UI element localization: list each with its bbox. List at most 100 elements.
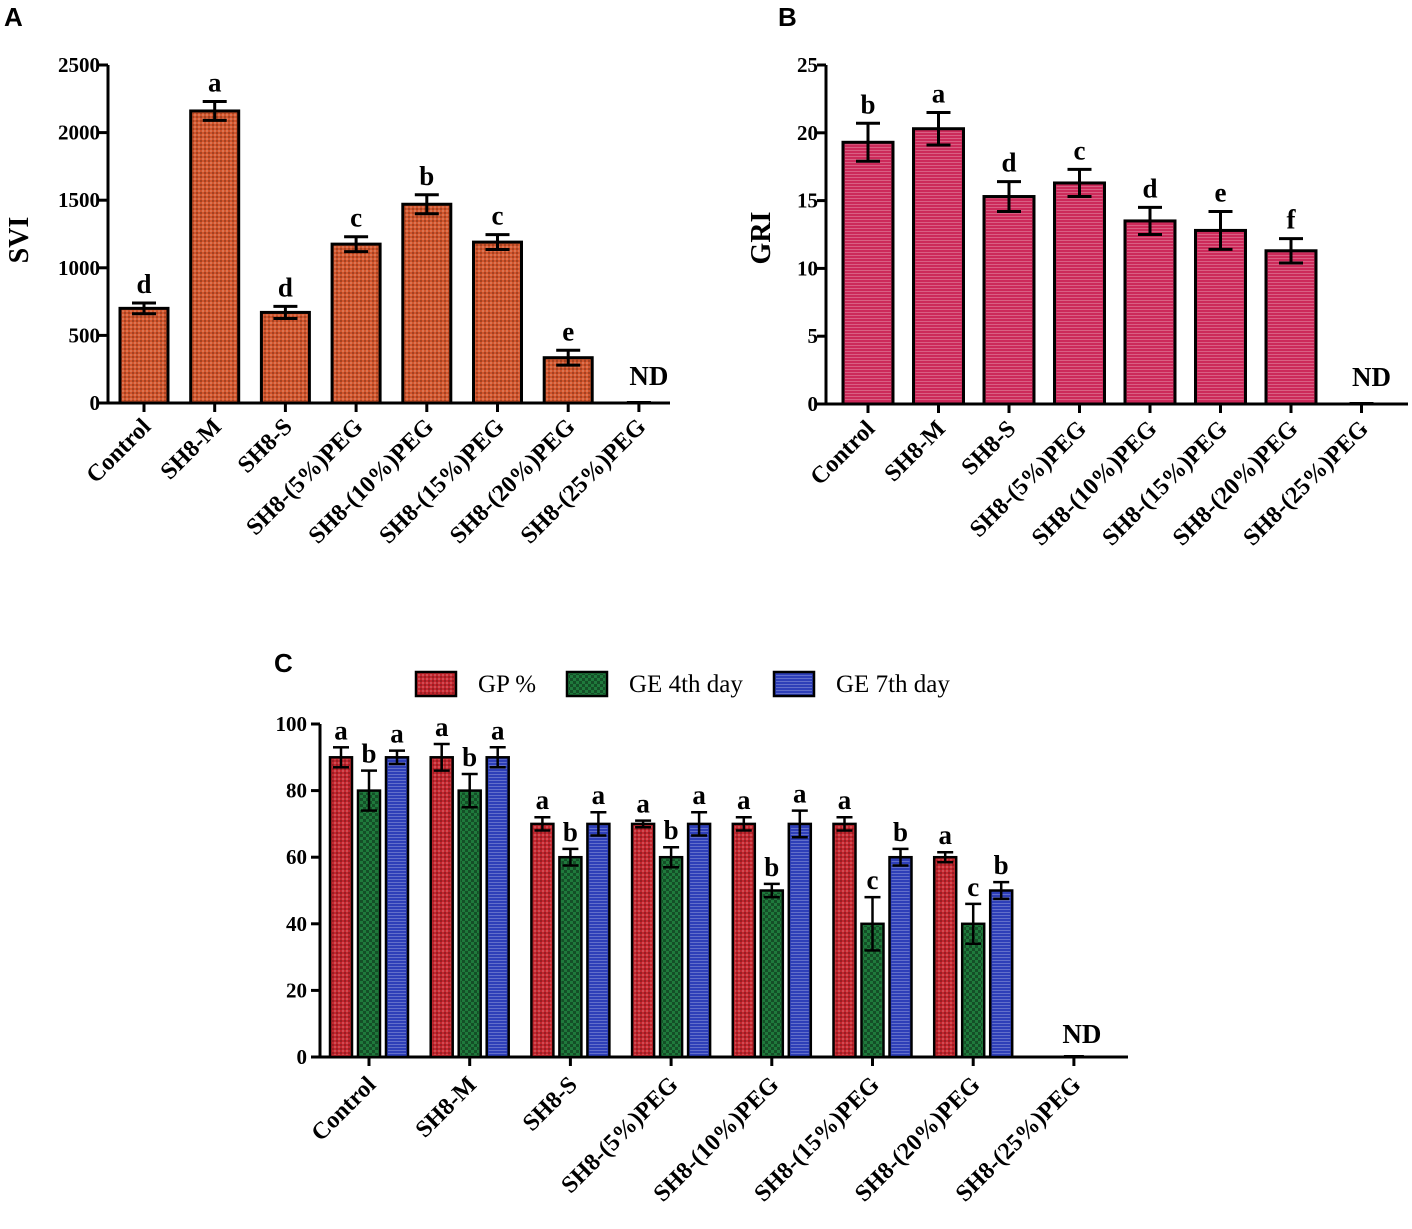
- bar-texture: [192, 112, 237, 401]
- bar-texture: [263, 314, 308, 401]
- y-tick-label: 2500: [58, 53, 100, 77]
- y-tick-label: 2000: [58, 121, 100, 145]
- significance-letter: b: [563, 817, 578, 847]
- category-label: SH8-S: [233, 414, 298, 479]
- bar-texture: [432, 759, 451, 1055]
- y-tick-label: 60: [286, 845, 307, 869]
- bar-texture: [388, 759, 406, 1055]
- category-label: SH8-M: [880, 416, 951, 487]
- significance-letter: e: [562, 316, 574, 346]
- significance-letter: c: [967, 872, 979, 902]
- bar-texture: [936, 859, 955, 1055]
- bar-texture: [334, 246, 379, 401]
- category-label: SH8-(15%)PEG: [374, 414, 510, 550]
- legend-label: GE 7th day: [836, 671, 950, 698]
- y-tick-label: 20: [286, 978, 307, 1002]
- significance-letter: b: [664, 815, 679, 845]
- y-tick-label: 10: [797, 256, 818, 280]
- category-label: SH8-(20%)PEG: [1168, 416, 1304, 552]
- y-axis-label: SVI: [4, 217, 35, 264]
- significance-letter: a: [592, 780, 606, 810]
- bar-texture: [662, 859, 681, 1055]
- bar-texture: [915, 130, 962, 402]
- category-label: SH8-(10%)PEG: [304, 414, 440, 550]
- significance-letter: d: [136, 269, 151, 299]
- significance-letter: b: [764, 852, 779, 882]
- significance-letter: d: [1142, 173, 1157, 203]
- bar-texture: [835, 825, 854, 1055]
- panel-a-chart: 0 500 1000 1500 2000 2500 SVI d Control a SH8-M d SH…: [4, 53, 670, 549]
- bar-texture: [762, 892, 781, 1055]
- bar-texture: [690, 825, 709, 1055]
- legend-label: GP %: [478, 671, 536, 698]
- y-tick-label: 25: [797, 53, 818, 77]
- bar-texture: [1127, 222, 1173, 402]
- significance-letter: c: [867, 865, 879, 895]
- bar-texture: [992, 892, 1011, 1055]
- bar-texture: [891, 859, 910, 1055]
- y-tick-label: 1500: [58, 188, 100, 212]
- bar-texture: [475, 244, 520, 401]
- significance-letter: d: [1001, 148, 1016, 178]
- bar-texture: [561, 859, 580, 1055]
- legend-label: GE 4th day: [629, 671, 743, 698]
- panel-b-chart: 0510152025GRIbControlaSH8-MdSH8-ScSH8-(5…: [746, 53, 1408, 551]
- significance-letter: b: [994, 850, 1009, 880]
- nd-label: ND: [1352, 362, 1391, 392]
- y-axis-label: GRI: [746, 212, 777, 265]
- y-tick-label: 40: [286, 912, 307, 936]
- y-tick-label: 100: [276, 712, 308, 736]
- panel-label-c: C: [274, 648, 293, 678]
- panel-label-a: A: [4, 2, 23, 32]
- bar-texture: [1197, 232, 1244, 402]
- significance-letter: b: [860, 89, 875, 119]
- significance-letter: a: [390, 719, 404, 749]
- bar-texture: [1056, 184, 1103, 402]
- y-tick-label: 500: [69, 323, 101, 347]
- bar-texture: [1268, 252, 1314, 402]
- bar-texture: [460, 792, 479, 1055]
- significance-letter: c: [1074, 135, 1086, 165]
- y-tick-label: 0: [90, 391, 101, 415]
- category-label: SH8-(10%)PEG: [1027, 416, 1163, 552]
- bar-texture: [332, 759, 350, 1055]
- category-label: SH8-(25%)PEG: [516, 414, 652, 550]
- y-tick-label: 15: [797, 189, 818, 213]
- significance-letter: a: [536, 785, 550, 815]
- y-tick-label: 80: [286, 779, 307, 803]
- category-label: SH8-S: [518, 1072, 583, 1137]
- significance-letter: a: [793, 779, 807, 809]
- bar-texture: [404, 206, 449, 401]
- significance-letter: c: [350, 203, 362, 233]
- significance-letter: a: [636, 789, 650, 819]
- category-label: SH8-(20%)PEG: [445, 414, 581, 550]
- bar-texture: [533, 825, 552, 1055]
- bar-texture: [360, 792, 378, 1055]
- significance-letter: a: [692, 780, 706, 810]
- significance-letter: a: [737, 785, 751, 815]
- nd-label: ND: [1062, 1019, 1101, 1049]
- category-label: Control: [806, 416, 881, 491]
- significance-letter: e: [1215, 177, 1227, 207]
- significance-letter: d: [278, 272, 293, 302]
- category-label: Control: [307, 1072, 382, 1147]
- y-tick-label: 0: [808, 392, 819, 416]
- bar-texture: [488, 759, 507, 1055]
- significance-letter: a: [491, 715, 505, 745]
- bar-texture: [734, 825, 753, 1055]
- bar-texture: [122, 310, 166, 401]
- bar-texture: [790, 825, 809, 1055]
- significance-letter: b: [361, 739, 376, 769]
- bar-texture: [964, 925, 983, 1055]
- significance-letter: f: [1287, 205, 1297, 235]
- bar-texture: [589, 825, 608, 1055]
- significance-letter: a: [435, 712, 449, 742]
- y-tick-label: 5: [808, 324, 819, 348]
- significance-letter: b: [893, 817, 908, 847]
- category-label: SH8-(25%)PEG: [1238, 416, 1374, 552]
- legend-swatch-texture: [418, 674, 454, 694]
- significance-letter: b: [462, 742, 477, 772]
- category-label: SH8-S: [957, 416, 1022, 481]
